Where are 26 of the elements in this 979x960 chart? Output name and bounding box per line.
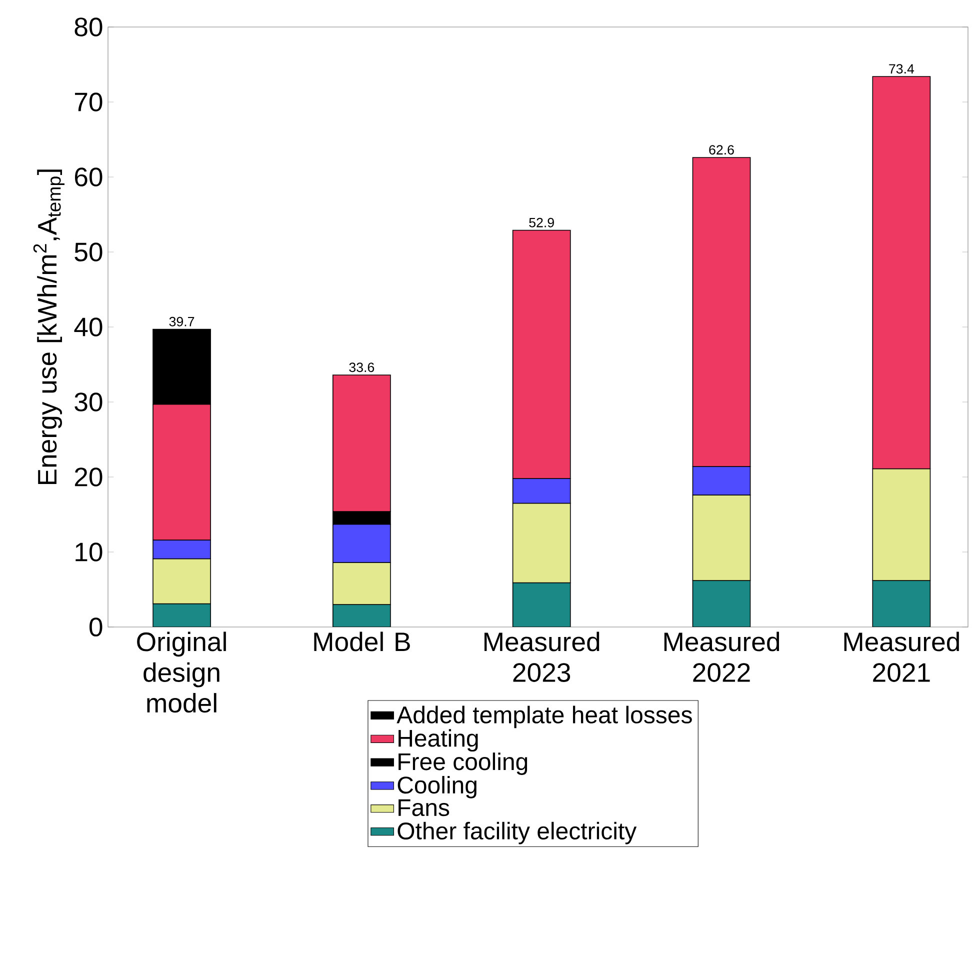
total-label: 62.6 <box>709 145 734 155</box>
y-tick-label: 20 <box>74 468 102 486</box>
legend-label: Added template heat losses <box>396 706 692 728</box>
legend-label: Other facility electricity <box>398 822 637 844</box>
x-tick-label: Original design model <box>137 632 226 713</box>
y-tick-label: 80 <box>74 18 102 36</box>
y-tick-label: 70 <box>74 92 102 112</box>
y-tick-label: 30 <box>74 392 102 412</box>
y-tick-label: 50 <box>74 242 102 262</box>
total-label: 39.7 <box>169 316 194 326</box>
x-tick-label: Measured 2021 <box>844 632 959 682</box>
legend-label: Fans <box>398 799 450 816</box>
total-label: 73.4 <box>889 64 914 74</box>
legend-label: Heating <box>398 729 478 752</box>
legend-label: Cooling <box>398 776 476 798</box>
y-tick-label: 40 <box>74 318 102 336</box>
x-tick-label: Model B <box>314 632 410 652</box>
x-tick-label: Measured 2023 <box>484 632 600 682</box>
legend-label: Free cooling <box>398 752 528 775</box>
y-axis-title: Energy use [kWh/m$^{2}$,A$_{temp}$] <box>33 170 64 484</box>
y-tick-label: 60 <box>74 168 102 186</box>
x-tick-label: Measured 2022 <box>664 632 780 682</box>
total-label: 33.6 <box>349 362 374 372</box>
y-tick-label: 10 <box>76 542 102 562</box>
y-tick-label: 0 <box>90 618 102 636</box>
total-label: 52.9 <box>529 218 554 228</box>
